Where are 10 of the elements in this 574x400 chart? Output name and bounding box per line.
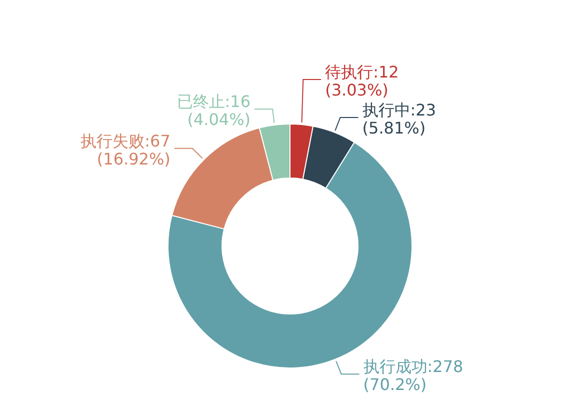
data-label: (5.81%) — [362, 118, 426, 138]
data-label: (3.03%) — [325, 80, 388, 100]
slice-label: 执行中:23 — [362, 100, 436, 120]
slice-label: 待执行:12 — [325, 62, 399, 82]
data-label: (16.92%) — [96, 149, 170, 168]
slice-label: 执行失败:67 — [80, 131, 170, 150]
data-label: (70.2%) — [363, 375, 427, 394]
data-label: (4.04%) — [187, 110, 251, 130]
slice-label: 执行成功:278 — [363, 357, 464, 376]
slice-label: 已终止:16 — [176, 92, 251, 112]
